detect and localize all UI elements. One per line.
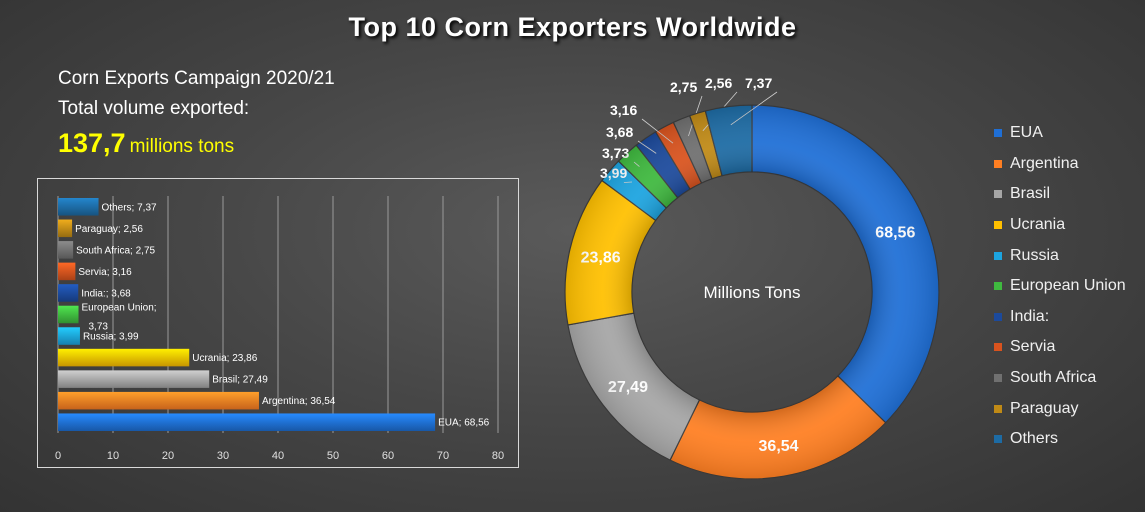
bar-data-label: India:; 3,68 [81, 288, 131, 299]
legend-label: EUA [1010, 124, 1043, 142]
legend-item-european-union: European Union [994, 271, 1126, 302]
campaign-label: Corn Exports Campaign 2020/21 [58, 68, 335, 89]
legend-item-paraguay: Paraguay [994, 393, 1126, 424]
bar-ucrania [58, 348, 190, 367]
bar-data-label: 3,73 [89, 321, 109, 332]
total-unit: millions tons [129, 136, 235, 157]
total-label: Total volume exported: [58, 98, 250, 119]
legend-item-ucrania: Ucrania [994, 210, 1126, 241]
donut-shading [565, 105, 939, 479]
x-tick-label: 60 [382, 450, 394, 462]
total-value: 137,7 [58, 128, 126, 158]
bar-data-label: Argentina; 36,54 [262, 396, 336, 407]
x-tick-label: 0 [55, 450, 61, 462]
legend-swatch [994, 312, 1002, 321]
bar-paraguay [58, 219, 73, 238]
donut-data-label: 2,56 [705, 75, 732, 91]
legend-label: Servia [1010, 338, 1056, 356]
donut-data-label: 2,75 [670, 79, 697, 95]
x-tick-label: 10 [107, 450, 119, 462]
bar-russia [58, 327, 80, 345]
bar-data-label: Servia; 3,16 [78, 267, 132, 278]
bar-servia [58, 262, 76, 281]
legend-label: Brasil [1010, 185, 1051, 203]
legend-label: India: [1010, 307, 1050, 325]
donut-data-label: 3,68 [606, 124, 633, 140]
x-tick-label: 20 [162, 450, 174, 462]
legend-swatch [994, 190, 1002, 199]
legend-label: European Union [1010, 277, 1126, 295]
legend-swatch [994, 435, 1002, 444]
legend-item-south-africa: South Africa [994, 363, 1126, 394]
bar-data-label: Others; 7,37 [102, 202, 157, 213]
bar-data-label: Russia; 3,99 [83, 332, 139, 343]
legend-item-others: Others [994, 424, 1126, 455]
total-volume: 137,7 millions tons [58, 128, 234, 159]
donut-data-label: 7,37 [745, 75, 772, 91]
chart-title: Top 10 Corn Exporters Worldwide [348, 12, 797, 42]
legend-swatch [994, 404, 1002, 413]
bar-others [58, 198, 99, 216]
x-tick-label: 50 [327, 450, 339, 462]
legend-label: Russia [1010, 246, 1059, 264]
donut-chart: 68,5636,5427,4923,863,993,733,683,162,75… [564, 75, 940, 480]
bar-eua [58, 413, 436, 431]
bar-data-label: European Union; [82, 303, 157, 314]
bar-india [58, 284, 79, 302]
legend-swatch [994, 343, 1002, 352]
legend-label: Ucrania [1010, 216, 1066, 234]
bar-data-label: Paraguay; 2,56 [75, 224, 143, 235]
legend-swatch [994, 282, 1002, 291]
legend-swatch [994, 221, 1002, 230]
legend-label: South Africa [1010, 369, 1097, 387]
x-tick-label: 70 [437, 450, 449, 462]
legend-label: Paraguay [1010, 399, 1079, 417]
donut-data-label: 3,16 [610, 102, 637, 118]
donut-center-label: Millions Tons [703, 283, 800, 302]
legend-swatch [994, 251, 1002, 260]
x-tick-label: 40 [272, 450, 284, 462]
legend-swatch [994, 159, 1002, 168]
bar-brasil [58, 370, 210, 388]
legend-item-india: India: [994, 302, 1126, 333]
bar-data-label: Ucrania; 23,86 [192, 353, 257, 364]
legend: EUA Argentina Brasil Ucrania Russia European … [994, 118, 1126, 455]
legend-item-eua: EUA [994, 118, 1126, 149]
legend-item-servia: Servia [994, 332, 1126, 363]
bar-chart-frame [37, 178, 519, 468]
bar-data-label: EUA; 68,56 [438, 418, 490, 429]
bar-data-label: South Africa; 2,75 [76, 245, 155, 256]
x-tick-label: 80 [492, 450, 504, 462]
legend-swatch [994, 129, 1002, 138]
bar-data-label: Brasil; 27,49 [212, 375, 268, 386]
legend-label: Others [1010, 430, 1059, 448]
legend-item-argentina: Argentina [994, 149, 1126, 180]
legend-item-russia: Russia [994, 240, 1126, 271]
legend-swatch [994, 374, 1002, 383]
bar-argentina [58, 391, 259, 410]
bar-chart: 0 10 20 30 40 50 60 70 80 EUA; 68,56 Argentina; 36… [37, 178, 519, 468]
bar-south-africa [58, 241, 74, 259]
bar-european-union [58, 305, 79, 324]
legend-label: Argentina [1010, 154, 1079, 172]
x-tick-label: 30 [217, 450, 229, 462]
legend-item-brasil: Brasil [994, 179, 1126, 210]
donut-data-label: 3,73 [602, 145, 629, 161]
